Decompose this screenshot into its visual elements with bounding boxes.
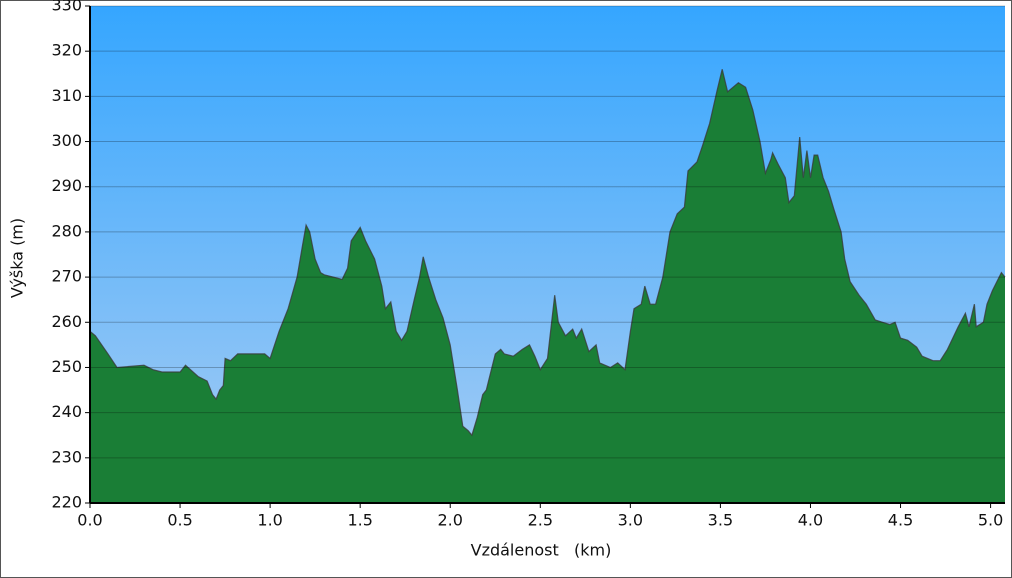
x-tick-label: 4.0 [798,511,823,530]
y-tick-label: 240 [51,402,82,421]
x-tick-label: 5.0 [978,511,1003,530]
y-tick-label: 320 [51,41,82,60]
y-tick-label: 310 [51,86,82,105]
y-tick-label: 280 [51,221,82,240]
x-tick-label: 2.0 [438,511,463,530]
x-tick-label: 2.5 [528,511,553,530]
x-tick-label: 4.5 [888,511,913,530]
y-tick-label: 230 [51,447,82,466]
y-tick-label: 220 [51,493,82,512]
x-tick-label: 1.0 [257,511,282,530]
y-tick-label: 300 [51,131,82,150]
x-tick-label: 1.5 [347,511,372,530]
profile-line [89,69,1006,437]
x-tick-label: 3.5 [708,511,733,530]
y-tick-label: 290 [51,176,82,195]
y-tick-label: 270 [51,267,82,286]
y-tick-label: 260 [51,312,82,331]
y-axis-label: Výška (m) [8,218,27,298]
x-tick-label: 0.5 [167,511,192,530]
x-tick-label: 0.0 [77,511,102,530]
x-tick-label: 3.0 [618,511,643,530]
y-tick-label: 250 [51,357,82,376]
x-axis-label: Vzdálenost (km) [471,541,612,560]
y-tick-label: 330 [51,0,82,15]
area [90,69,1005,504]
